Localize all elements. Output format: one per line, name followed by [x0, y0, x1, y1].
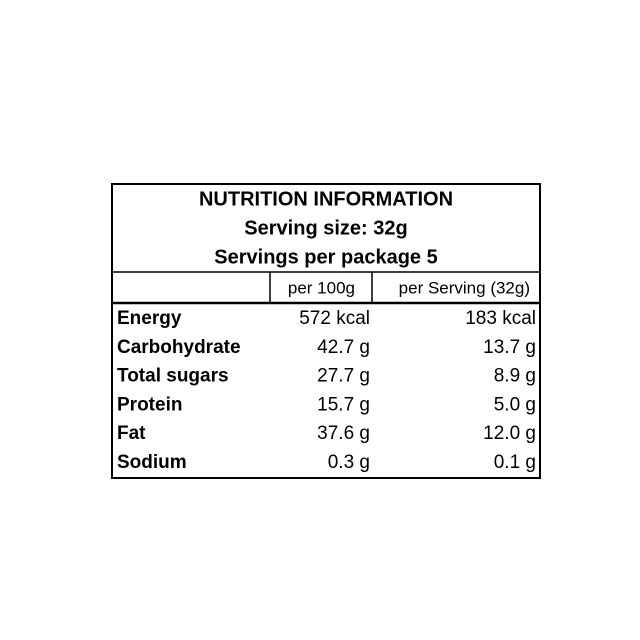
per-100g-value: 37.6 g — [317, 423, 370, 444]
per-serving-value: 183 kcal — [465, 308, 536, 329]
title: NUTRITION INFORMATION — [199, 188, 453, 210]
column-header: per 100g — [288, 278, 355, 297]
per-serving-value: 8.9 g — [494, 366, 536, 387]
nutrient-label: Energy — [117, 308, 182, 329]
nutrient-label: Fat — [117, 423, 146, 444]
servings-per-package: Servings per package 5 — [214, 246, 437, 268]
per-100g-value: 15.7 g — [317, 394, 370, 415]
column-header: per Serving (32g) — [399, 278, 530, 297]
nutrient-label: Carbohydrate — [117, 337, 241, 358]
per-100g-value: 42.7 g — [317, 337, 370, 358]
per-serving-value: 12.0 g — [483, 423, 536, 444]
per-serving-value: 5.0 g — [494, 394, 536, 415]
per-100g-value: 0.3 g — [328, 452, 370, 473]
per-serving-value: 0.1 g — [494, 452, 536, 473]
nutrient-label: Sodium — [117, 452, 187, 473]
per-serving-value: 13.7 g — [483, 337, 536, 358]
nutrient-label: Total sugars — [117, 366, 229, 387]
serving-size: Serving size: 32g — [244, 217, 407, 239]
table-border — [111, 183, 541, 479]
per-100g-value: 27.7 g — [317, 366, 370, 387]
nutrient-label: Protein — [117, 394, 182, 415]
per-100g-value: 572 kcal — [299, 308, 370, 329]
